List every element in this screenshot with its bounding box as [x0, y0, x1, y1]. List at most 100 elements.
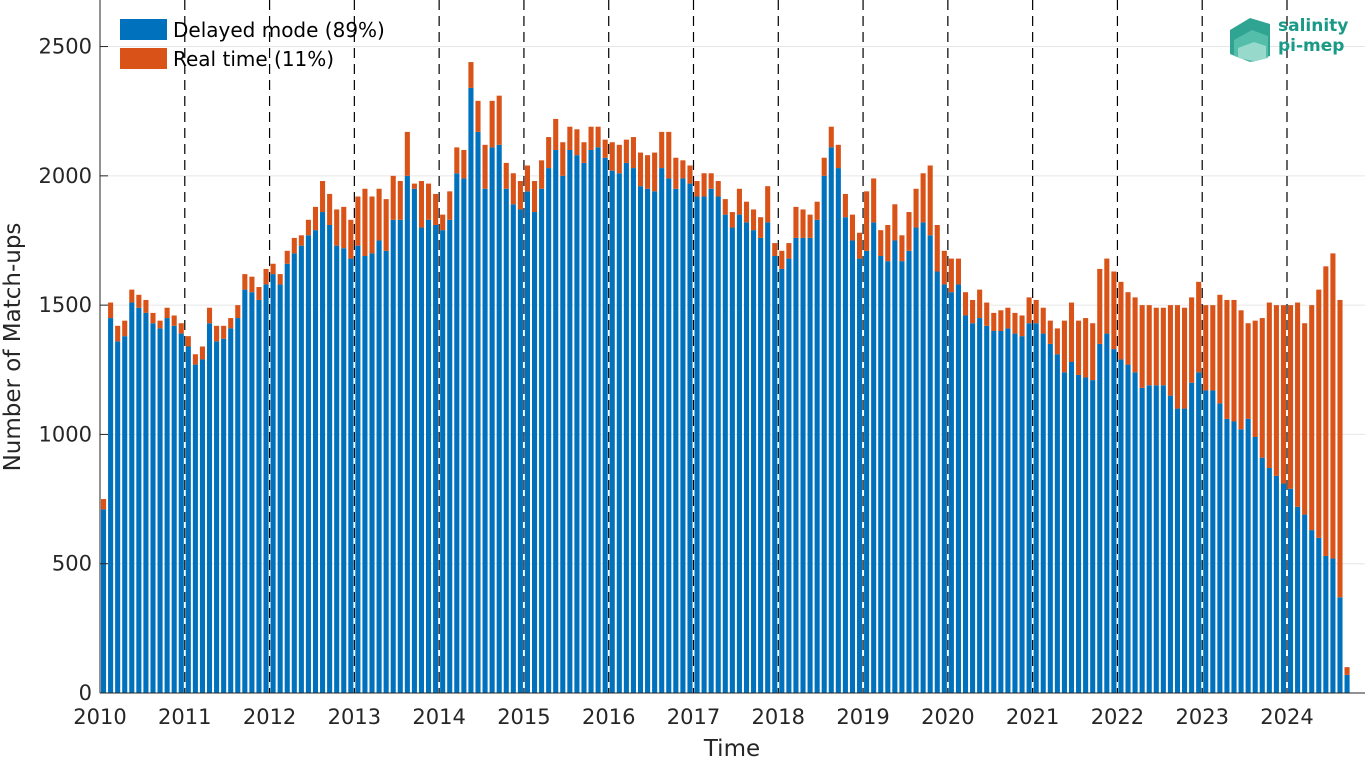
bar-delayed — [687, 183, 693, 694]
bar-delayed — [1217, 403, 1223, 693]
bar-realtime — [623, 139, 629, 163]
bar-realtime — [524, 165, 531, 192]
bar-delayed — [1104, 333, 1110, 693]
bar-delayed — [214, 341, 220, 693]
bar-realtime — [305, 219, 311, 236]
x-tick-label: 2014 — [412, 705, 465, 729]
bar-realtime — [906, 212, 912, 251]
bar-delayed — [199, 359, 205, 693]
bar-delayed — [1076, 374, 1082, 693]
legend-label-realtime: Real time (11%) — [173, 47, 334, 71]
bar-delayed — [531, 212, 538, 694]
bar-realtime — [143, 299, 149, 313]
bar-realtime — [984, 302, 990, 326]
bar-delayed — [962, 315, 969, 693]
bar-delayed — [1040, 333, 1046, 693]
bar-delayed — [503, 188, 509, 693]
bar-realtime — [828, 126, 834, 148]
bar-delayed — [736, 214, 742, 693]
bar-delayed — [751, 230, 757, 693]
bar-delayed — [1068, 362, 1075, 693]
bar-realtime — [1245, 323, 1251, 419]
bar-delayed — [849, 240, 856, 694]
bar-delayed — [256, 299, 262, 693]
bar-realtime — [1104, 258, 1110, 334]
x-tick-label: 2017 — [667, 705, 720, 729]
bar-delayed — [828, 147, 834, 693]
bar-delayed — [814, 219, 820, 693]
bar-delayed — [489, 147, 495, 693]
bar-delayed — [765, 222, 771, 693]
bar-realtime — [468, 62, 474, 88]
bar-realtime — [390, 175, 396, 220]
bar-delayed — [235, 318, 241, 693]
bar-realtime — [560, 142, 566, 176]
bar-realtime — [496, 95, 502, 145]
bar-realtime — [178, 323, 184, 334]
bar-delayed — [270, 274, 276, 693]
bar-realtime — [1217, 294, 1223, 404]
bar-realtime — [856, 232, 863, 259]
bar-realtime — [970, 299, 976, 324]
bar-delayed — [864, 250, 870, 693]
bar-delayed — [312, 230, 319, 693]
bar-delayed — [1245, 418, 1251, 693]
bar-realtime — [581, 142, 587, 163]
bar-realtime — [835, 144, 841, 169]
bar-delayed — [630, 168, 636, 693]
bar-realtime — [743, 201, 750, 223]
bar-realtime — [1309, 305, 1315, 531]
bar-realtime — [878, 230, 884, 256]
bar-realtime — [263, 268, 269, 285]
year-dividers — [184, 0, 1288, 693]
bar-delayed — [1167, 395, 1173, 693]
bar-delayed — [1012, 333, 1018, 693]
bar-delayed — [369, 253, 375, 693]
bar-realtime — [567, 126, 573, 150]
wave-icon — [1230, 18, 1270, 62]
bar-realtime — [1160, 307, 1166, 386]
bar-realtime — [927, 165, 933, 236]
bar-delayed — [899, 261, 905, 693]
bar-realtime — [758, 217, 764, 238]
bar-realtime — [1203, 305, 1209, 391]
bar-delayed — [1309, 530, 1315, 693]
bar-realtime — [270, 263, 276, 275]
bar-delayed — [305, 235, 311, 694]
bar-delayed — [440, 230, 446, 693]
bar-realtime — [1196, 281, 1202, 373]
bar-delayed — [645, 188, 651, 693]
bar-delayed — [793, 237, 799, 694]
bar-delayed — [426, 219, 432, 693]
bar-realtime — [998, 310, 1004, 331]
bar-realtime — [1012, 312, 1018, 334]
bar-delayed — [496, 144, 502, 693]
y-tick-label: 500 — [52, 552, 92, 576]
bar-realtime — [892, 204, 898, 241]
bar-delayed — [362, 255, 368, 693]
bar-delayed — [984, 325, 990, 693]
bar-realtime — [454, 147, 460, 174]
bar-delayed — [1118, 359, 1124, 693]
bar-delayed — [885, 261, 891, 693]
bar-delayed — [517, 209, 523, 694]
bar-delayed — [779, 268, 785, 693]
bar-realtime — [899, 235, 905, 262]
bar-realtime — [871, 178, 877, 223]
bar-delayed — [1139, 387, 1145, 693]
bar-delayed — [1153, 385, 1159, 693]
bar-realtime — [1068, 302, 1075, 363]
x-tick-label: 2015 — [497, 705, 550, 729]
bar-delayed — [835, 168, 841, 693]
bar-realtime — [397, 181, 403, 220]
bar-realtime — [1273, 305, 1279, 476]
bar-delayed — [1316, 537, 1322, 693]
bar-delayed — [397, 219, 403, 693]
x-tick-label: 2022 — [1091, 705, 1144, 729]
bar-delayed — [1344, 674, 1350, 693]
bar-realtime — [637, 152, 644, 187]
bar-delayed — [948, 292, 954, 693]
bar-delayed — [786, 258, 792, 693]
bar-delayed — [1189, 382, 1195, 693]
